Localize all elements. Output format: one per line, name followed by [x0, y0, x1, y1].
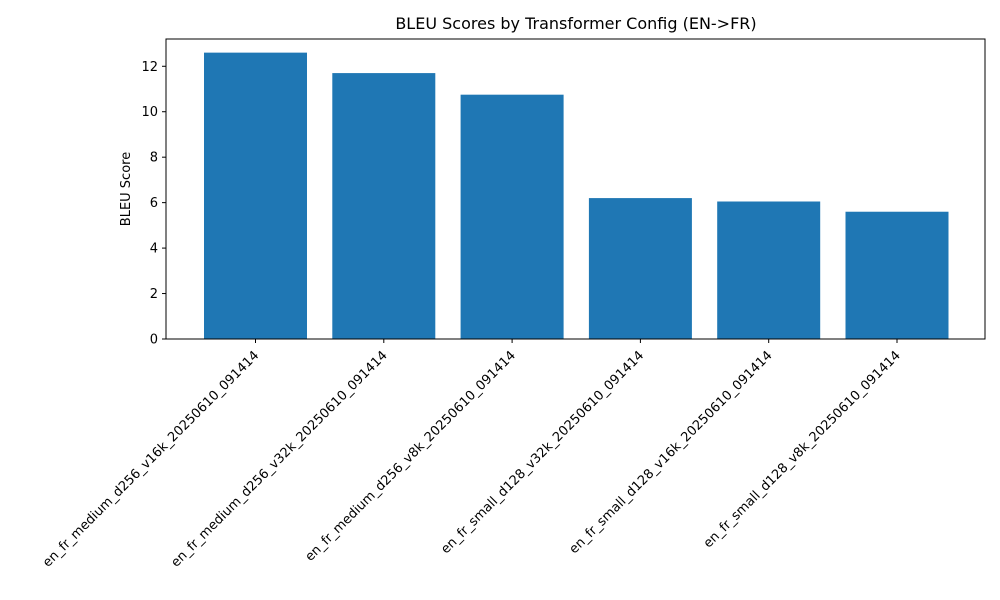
- y-tick-label: 8: [150, 151, 158, 166]
- bar-2: [332, 73, 436, 339]
- y-tick-label: 4: [150, 242, 158, 257]
- bars-group: [204, 52, 949, 340]
- bar-1: [204, 52, 307, 340]
- bar-3: [460, 94, 564, 339]
- y-tick-label: 0: [150, 333, 158, 348]
- y-axis-title: BLEU Score: [119, 152, 134, 226]
- x-axis-ticks: en_fr_medium_d256_v16k_20250610_091414en…: [40, 339, 904, 570]
- y-tick-label: 10: [141, 105, 158, 120]
- chart-title: BLEU Scores by Transformer Config (EN->F…: [395, 14, 756, 33]
- x-tick-label: en_fr_medium_d256_v32k_20250610_091414: [168, 348, 390, 570]
- x-tick-label: en_fr_small_d128_v8k_20250610_091414: [701, 348, 904, 551]
- x-tick-label: en_fr_small_d128_v16k_20250610_091414: [567, 348, 776, 557]
- y-tick-label: 2: [150, 287, 158, 302]
- plot-area-frame: [165, 38, 986, 340]
- x-tick-label: en_fr_small_d128_v32k_20250610_091414: [438, 348, 647, 557]
- x-tick-label: en_fr_medium_d256_v8k_20250610_091414: [303, 348, 519, 564]
- bar-4: [588, 198, 692, 339]
- y-tick-label: 6: [150, 196, 158, 211]
- bar-5: [717, 201, 821, 339]
- y-axis-ticks: 0 2 4 6 8 10 12: [141, 60, 166, 348]
- bar-6: [845, 211, 949, 339]
- y-tick-label: 12: [141, 60, 158, 75]
- x-tick-label: en_fr_medium_d256_v16k_20250610_091414: [40, 348, 262, 570]
